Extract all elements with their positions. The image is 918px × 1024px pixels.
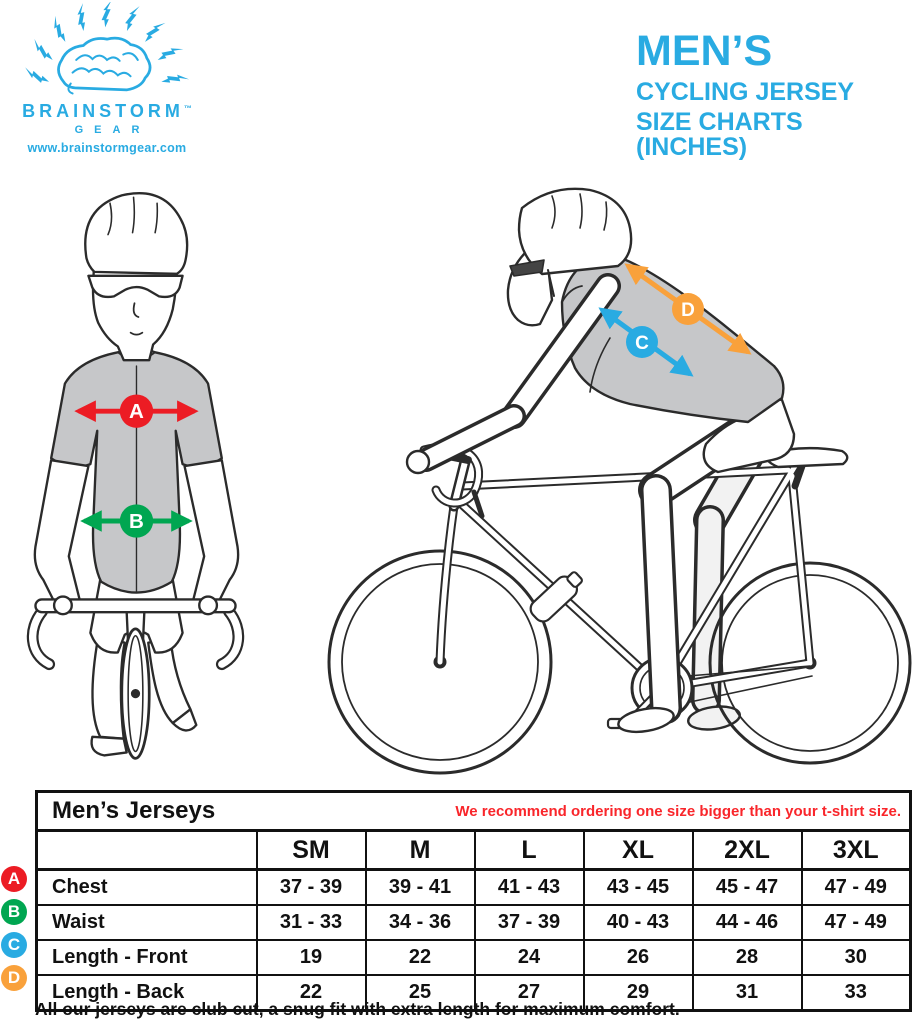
size-value-cell: 34 - 36 bbox=[364, 904, 476, 941]
marker-c-label: C bbox=[635, 333, 649, 354]
size-value-cell: 43 - 45 bbox=[582, 868, 694, 906]
marker-c-badge bbox=[626, 326, 658, 358]
table-row-waist: Waist 31 - 33 34 - 36 37 - 39 40 - 43 44… bbox=[35, 904, 912, 941]
brand-website-url: www.brainstormgear.com bbox=[27, 141, 187, 155]
front-length-arrow-icon: C bbox=[598, 307, 694, 377]
side-rider-jersey bbox=[560, 252, 785, 424]
measurement-label: Chest bbox=[35, 868, 258, 906]
table-row-chest: Chest 37 - 39 39 - 41 41 - 43 43 - 45 45… bbox=[35, 868, 912, 906]
front-rider-sunglasses bbox=[87, 274, 184, 299]
size-value-cell: 37 - 39 bbox=[473, 904, 585, 941]
title-line-2: CYCLING JERSEY bbox=[636, 78, 855, 106]
logo-lightning-rays-icon bbox=[22, 0, 190, 88]
marker-b-label: B bbox=[129, 510, 144, 533]
table-marker-c-badge: C bbox=[1, 932, 27, 958]
size-value-cell: 37 - 39 bbox=[255, 868, 367, 906]
trademark-symbol: ™ bbox=[183, 104, 192, 113]
size-value-cell: 30 bbox=[800, 939, 912, 976]
size-value-cell: 31 bbox=[691, 974, 803, 1012]
size-value-cell: 27 bbox=[473, 974, 585, 1012]
size-col-header: L bbox=[473, 829, 585, 871]
side-rider-head bbox=[506, 187, 633, 327]
size-header-row: SM M L XL 2XL 3XL bbox=[35, 829, 912, 871]
title-line-1: MEN’S bbox=[636, 27, 773, 75]
measurement-label: Waist bbox=[35, 904, 258, 941]
table-title-row: Men’s Jerseys We recommend ordering one … bbox=[35, 790, 912, 832]
size-value-cell: 39 - 41 bbox=[364, 868, 476, 906]
waist-width-arrow-icon: B bbox=[80, 504, 193, 538]
size-value-cell: 22 bbox=[364, 939, 476, 976]
brainstorm-brain-icon bbox=[22, 0, 190, 95]
size-chart-table: Men’s Jerseys We recommend ordering one … bbox=[35, 790, 913, 1012]
size-value-cell: 40 - 43 bbox=[582, 904, 694, 941]
size-value-cell: 45 - 47 bbox=[691, 868, 803, 906]
size-value-cell: 44 - 46 bbox=[691, 904, 803, 941]
fit-footnote: All our jerseys are club cut, a snug fit… bbox=[35, 999, 680, 1019]
size-value-cell: 26 bbox=[582, 939, 694, 976]
table-marker-b-badge: B bbox=[1, 899, 27, 925]
brand-logo: BRAINSTORM™ GEAR www.brainstormgear.com bbox=[18, 0, 196, 155]
table-row-length-front: Length - Front 19 22 24 26 28 30 bbox=[35, 939, 912, 976]
water-bottle-icon bbox=[529, 571, 583, 623]
size-value-cell: 22 bbox=[255, 974, 367, 1012]
title-line-3: SIZE CHARTS (INCHES) bbox=[636, 108, 803, 161]
size-value-cell: 24 bbox=[473, 939, 585, 976]
front-rider-legs bbox=[90, 635, 198, 757]
size-value-cell: 33 bbox=[800, 974, 912, 1012]
size-col-header: 2XL bbox=[691, 829, 803, 871]
brand-sub-name: GEAR bbox=[74, 124, 151, 136]
measurement-column-header bbox=[35, 829, 258, 871]
chest-width-arrow-icon: A bbox=[74, 394, 199, 428]
front-bike-wheel bbox=[120, 627, 151, 760]
front-rider-helmet bbox=[84, 191, 189, 276]
measurement-label: Length - Front bbox=[35, 939, 258, 976]
size-value-cell: 28 bbox=[691, 939, 803, 976]
side-rider-helmet bbox=[517, 187, 633, 276]
measurement-label: Length - Back bbox=[35, 974, 258, 1012]
size-value-cell: 31 - 33 bbox=[255, 904, 367, 941]
size-recommendation-note: We recommend ordering one size bigger th… bbox=[455, 802, 902, 820]
marker-a-badge bbox=[119, 394, 154, 428]
front-rider-head bbox=[84, 191, 189, 362]
side-view-cyclist-illustration: D C bbox=[327, 187, 912, 775]
page-title: MEN’S CYCLING JERSEY SIZE CHARTS (INCHES… bbox=[636, 30, 918, 160]
size-col-header: XL bbox=[582, 829, 694, 871]
size-value-cell: 47 - 49 bbox=[800, 868, 912, 906]
size-col-header: M bbox=[364, 829, 476, 871]
table-row-length-back: Length - Back 22 25 27 29 31 33 bbox=[35, 974, 912, 1012]
table-marker-d-badge: D bbox=[1, 965, 27, 991]
size-value-cell: 41 - 43 bbox=[473, 868, 585, 906]
size-col-header: 3XL bbox=[800, 829, 912, 871]
side-rider-sunglasses bbox=[509, 259, 545, 277]
front-view-cyclist-illustration: A B bbox=[26, 191, 245, 760]
size-value-cell: 25 bbox=[364, 974, 476, 1012]
marker-b-badge bbox=[119, 504, 154, 538]
size-value-cell: 29 bbox=[582, 974, 694, 1012]
brain-drawing bbox=[57, 36, 152, 95]
size-value-cell: 19 bbox=[255, 939, 367, 976]
front-rider-arms bbox=[33, 459, 240, 605]
side-rider-arm bbox=[405, 273, 621, 475]
side-bike-chain bbox=[687, 665, 813, 703]
size-col-header: SM bbox=[255, 829, 367, 871]
table-marker-a-badge: A bbox=[1, 866, 27, 892]
size-value-cell: 47 - 49 bbox=[800, 904, 912, 941]
marker-a-label: A bbox=[129, 400, 144, 423]
marker-d-label: D bbox=[681, 300, 695, 321]
table-title: Men’s Jerseys bbox=[52, 797, 216, 824]
brand-name: BRAINSTORM™ bbox=[22, 101, 192, 121]
